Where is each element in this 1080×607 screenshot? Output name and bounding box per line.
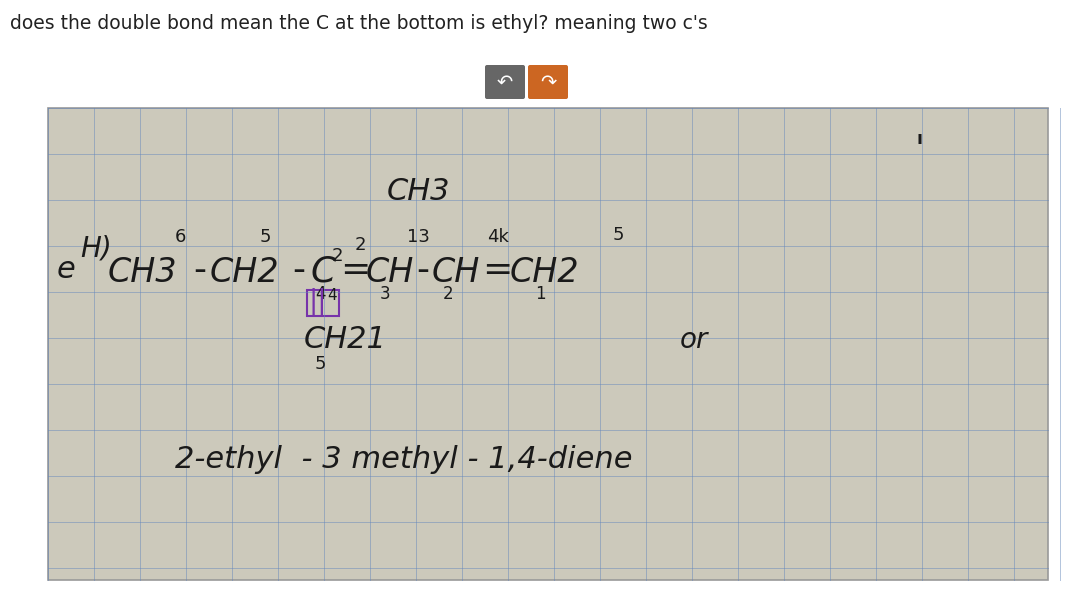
Text: 2: 2 [443, 285, 454, 303]
Text: e: e [57, 256, 76, 285]
Text: =: = [482, 253, 512, 287]
Text: CH2: CH2 [210, 256, 280, 288]
Text: 2: 2 [354, 236, 366, 254]
Text: 5: 5 [314, 355, 326, 373]
Text: ||: || [309, 288, 327, 316]
Text: ↷: ↷ [540, 72, 556, 92]
Text: -: - [292, 253, 305, 287]
Text: CH3: CH3 [387, 177, 449, 206]
Text: CH3: CH3 [108, 256, 177, 288]
Text: C: C [310, 255, 335, 289]
Text: H): H) [80, 234, 111, 262]
FancyBboxPatch shape [485, 65, 525, 99]
Text: does the double bond mean the C at the bottom is ethyl? meaning two c's: does the double bond mean the C at the b… [10, 14, 707, 33]
FancyBboxPatch shape [528, 65, 568, 99]
Text: 6: 6 [174, 228, 186, 246]
Bar [307, 290, 339, 316]
Text: 2-ethyl  - 3 methyl - 1,4-diene: 2-ethyl - 3 methyl - 1,4-diene [175, 446, 633, 475]
Text: 5: 5 [612, 226, 624, 244]
Text: 13: 13 [406, 228, 430, 246]
Text: 4: 4 [327, 288, 337, 304]
Text: CH2: CH2 [510, 256, 580, 288]
Text: ': ' [915, 133, 924, 167]
Text: 4: 4 [314, 285, 325, 303]
Text: CH21: CH21 [303, 325, 387, 354]
Text: 3: 3 [380, 285, 390, 303]
Bar [48, 108, 1048, 580]
Text: -: - [193, 253, 206, 287]
Text: =: = [340, 253, 370, 287]
Text: -: - [416, 253, 429, 287]
Text: ↶: ↶ [497, 72, 513, 92]
Text: 2: 2 [332, 247, 343, 265]
Text: 1: 1 [535, 285, 545, 303]
Text: CH: CH [366, 256, 415, 288]
Text: or: or [680, 326, 708, 354]
Text: CH: CH [432, 256, 481, 288]
Text: 5: 5 [259, 228, 271, 246]
Text: 4k: 4k [487, 228, 509, 246]
